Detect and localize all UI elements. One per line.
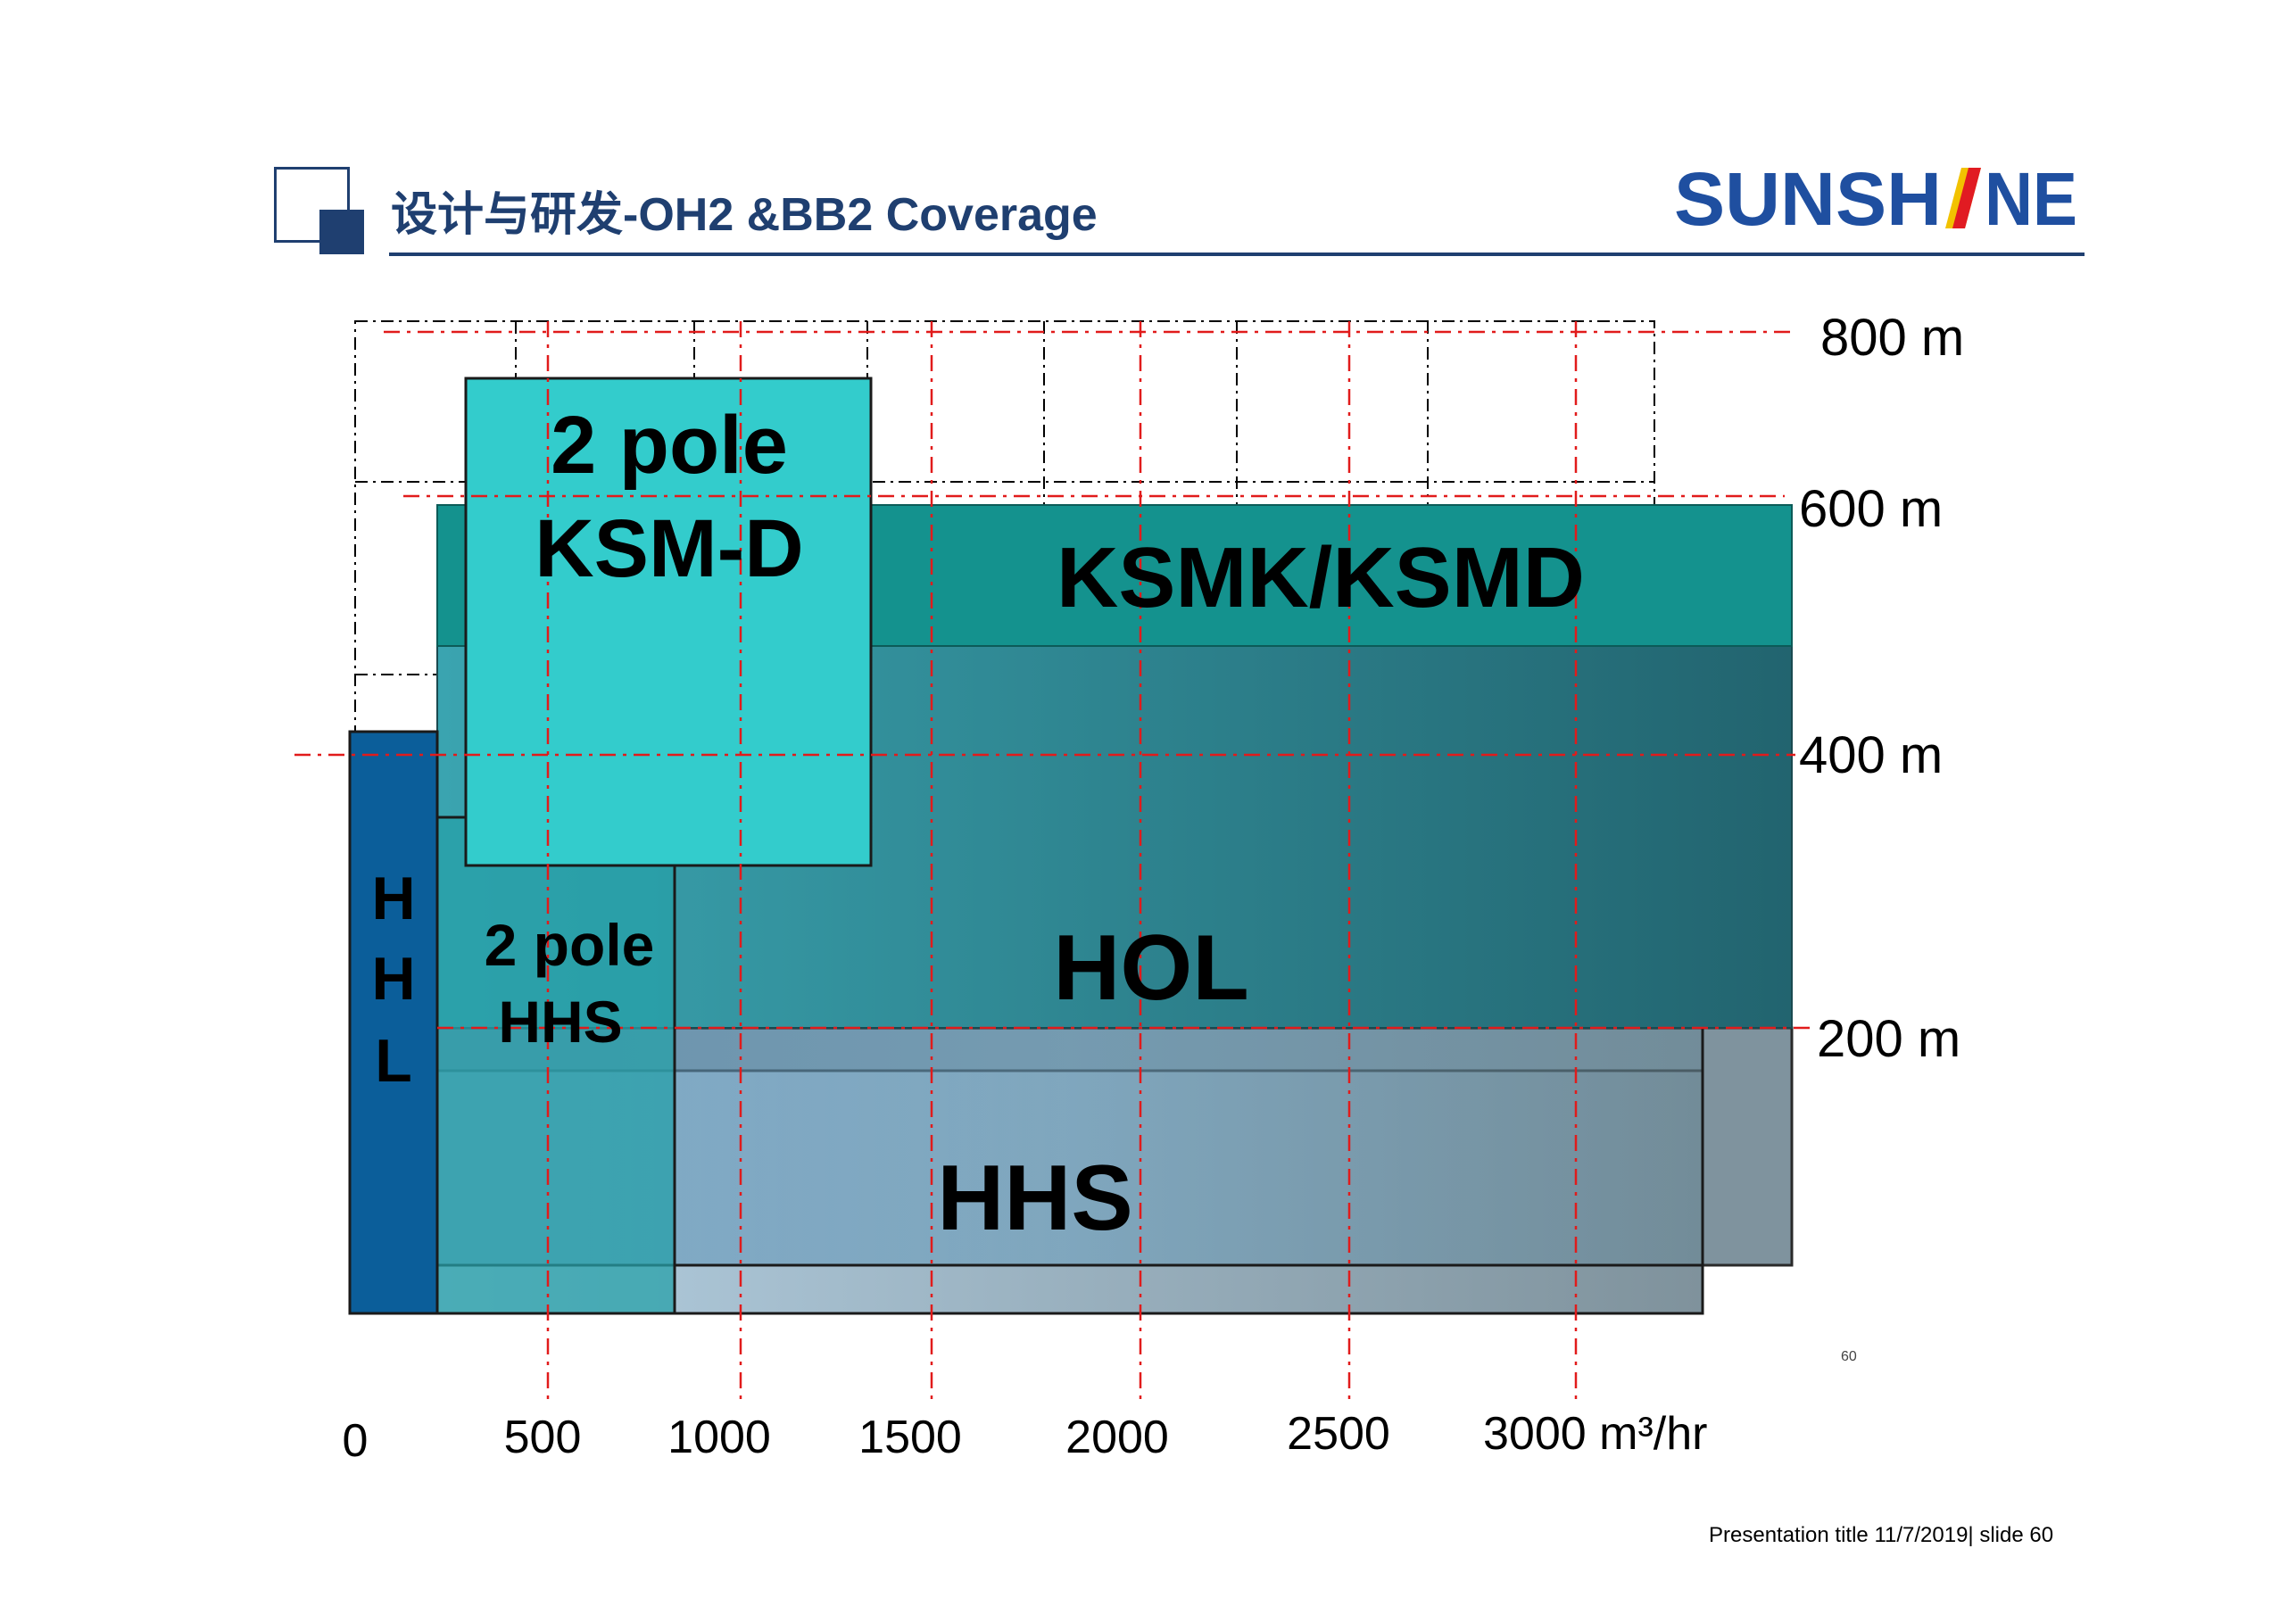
svg-text:SUNSH: SUNSH (1674, 162, 1942, 234)
label-2pole-ksm-d-line2: KSM-D (535, 503, 804, 594)
page-number: 60 (1841, 1349, 1857, 1364)
label-hhl-letter-1: H (371, 865, 415, 932)
region-hhl (348, 730, 439, 1315)
y-label-600: 600 m (1799, 480, 1943, 538)
label-hhl-letter-2: H (371, 945, 415, 1013)
title-square-outline-icon (274, 167, 350, 243)
x-label-1000: 1000 (667, 1412, 771, 1463)
label-hol: HOL (1053, 916, 1249, 1020)
region-2pole-ksm-d (464, 377, 873, 867)
page-title: 设计与研发-OH2 &BB2 Coverage (391, 189, 1098, 241)
x-label-3000: 3000 m³/hr (1483, 1408, 1707, 1460)
label-2pole-ksm-d-line1: 2 pole (551, 400, 788, 491)
y-label-800: 800 m (1820, 309, 1964, 367)
label-2pole-hhs-line2: HHS (498, 989, 622, 1055)
title-underline (389, 253, 2085, 256)
label-hhs: HHS (937, 1147, 1133, 1250)
sunshine-logo: SUNSH NE (1674, 162, 2077, 234)
x-label-500: 500 (504, 1412, 582, 1463)
region-2pole-hhs (435, 816, 676, 1315)
label-2pole-hhs-line1: 2 pole (485, 912, 655, 978)
y-label-400: 400 m (1799, 726, 1943, 784)
x-label-1500: 1500 (858, 1412, 962, 1463)
slide-footer: Presentation title 11/7/2019| slide 60 (1709, 1523, 2054, 1547)
y-label-200: 200 m (1817, 1010, 1960, 1068)
x-label-2500: 2500 (1287, 1408, 1390, 1460)
label-hhl-letter-3: L (375, 1027, 412, 1095)
svg-text:NE: NE (1985, 162, 2077, 234)
label-ksmk-ksmd: KSMK/KSMD (1057, 530, 1585, 625)
title-square-filled-icon (319, 210, 364, 254)
grid-red (294, 321, 1810, 1403)
x-label-0: 0 (343, 1415, 369, 1467)
x-label-2000: 2000 (1065, 1412, 1169, 1463)
